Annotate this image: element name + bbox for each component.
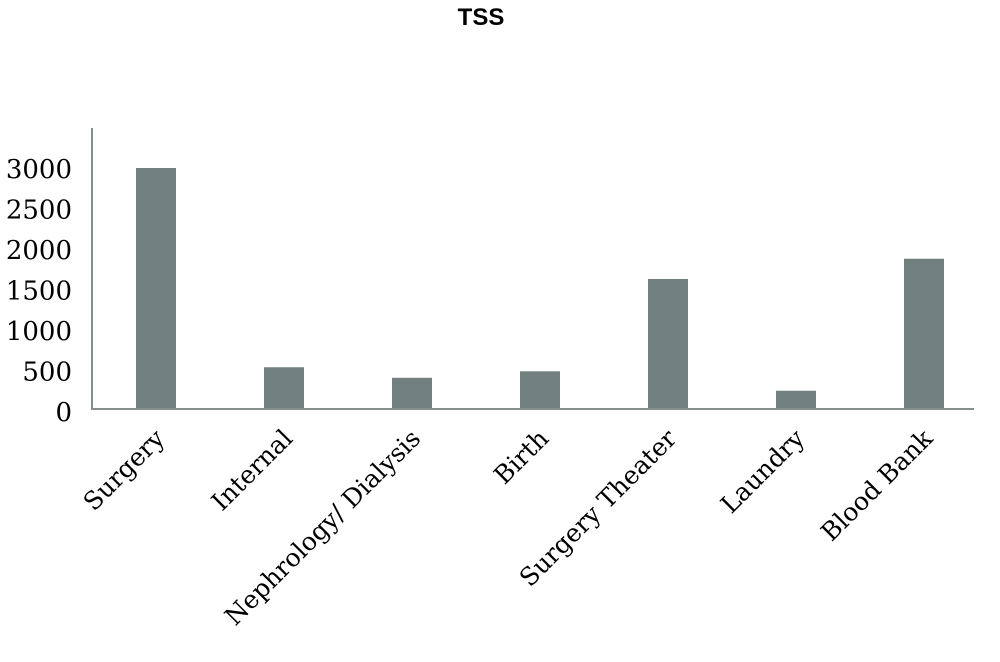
y-tick-labels: 0 500 1000 1500 2000 2500 3000 xyxy=(6,155,72,428)
bar-1 xyxy=(264,367,304,409)
bar-0 xyxy=(136,168,176,409)
y-tick-label: 2000 xyxy=(6,236,72,266)
y-tick-label: 1000 xyxy=(6,317,72,347)
bar-3 xyxy=(520,371,560,409)
bar-2 xyxy=(392,377,432,409)
axes xyxy=(91,128,974,410)
y-tick-label: 0 xyxy=(55,398,72,428)
bar-5 xyxy=(776,390,816,409)
chart-title: TSS xyxy=(457,4,505,31)
y-tick-label: 2500 xyxy=(6,196,72,226)
x-tick-label: Laundry xyxy=(715,423,811,519)
x-tick-label: Internal xyxy=(206,424,298,516)
x-tick-label: Birth xyxy=(488,424,554,490)
x-tick-label: Surgery xyxy=(78,423,171,516)
y-tick-label: 500 xyxy=(22,358,72,388)
bars xyxy=(136,168,944,409)
y-tick-label: 1500 xyxy=(6,277,72,307)
bar-6 xyxy=(904,258,944,409)
bar-4 xyxy=(648,278,688,409)
x-tick-label: Blood Bank xyxy=(815,423,939,547)
y-tick-label: 3000 xyxy=(6,155,72,185)
